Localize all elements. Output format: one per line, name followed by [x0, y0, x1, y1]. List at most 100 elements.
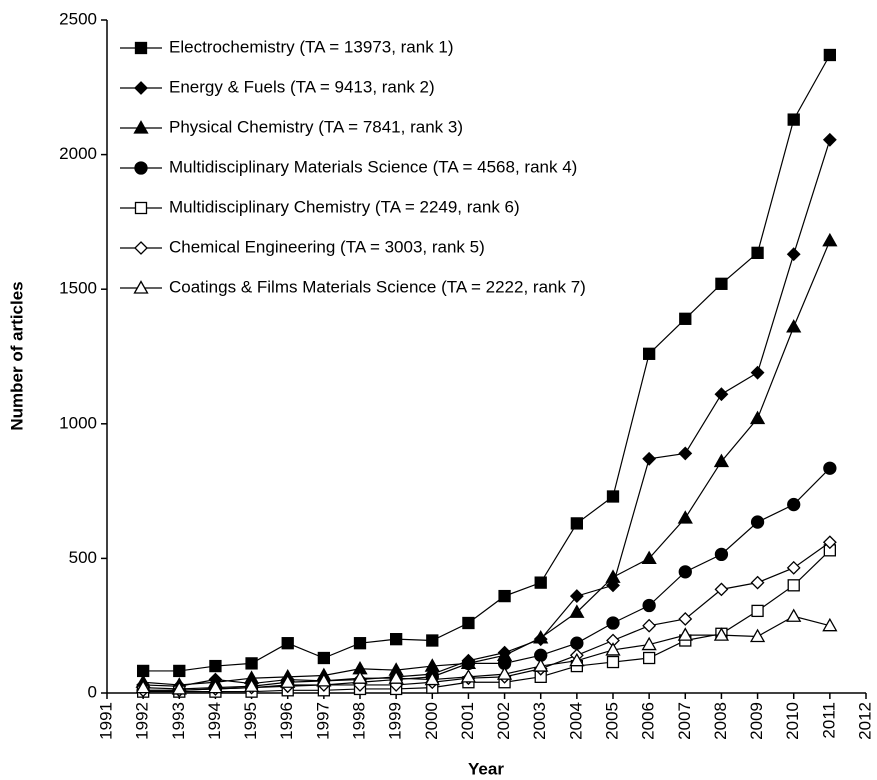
x-tick-label: 2011 — [819, 702, 838, 739]
data-point — [533, 629, 549, 644]
x-tick-label: 2004 — [566, 702, 585, 740]
data-point — [569, 589, 584, 604]
data-point — [173, 664, 186, 678]
data-point — [569, 604, 585, 618]
data-point — [679, 312, 692, 325]
data-point — [533, 658, 549, 672]
data-point — [787, 497, 801, 512]
data-point — [749, 628, 766, 643]
x-tick-label: 2002 — [494, 702, 513, 740]
data-point — [822, 617, 838, 632]
x-tick-label: 1994 — [205, 702, 224, 740]
data-point — [462, 616, 475, 630]
data-point — [606, 616, 620, 630]
data-point — [751, 246, 764, 260]
legend-label: Energy & Fuels (TA = 9413, rank 2) — [169, 77, 435, 96]
data-point — [498, 589, 511, 603]
x-tick-label: 2010 — [783, 702, 802, 740]
data-point — [751, 604, 764, 618]
data-point — [678, 612, 693, 626]
y-tick-label: 2000 — [59, 144, 97, 163]
x-axis-title: Year — [468, 759, 504, 778]
data-point — [641, 550, 657, 565]
data-point — [678, 446, 693, 461]
legend-marker — [133, 280, 149, 294]
data-point — [750, 575, 765, 590]
x-tick-label: 2005 — [602, 702, 621, 740]
data-point — [678, 565, 692, 579]
data-point — [642, 651, 656, 665]
data-point — [352, 670, 368, 684]
series-line — [143, 139, 831, 687]
x-tick-label: 1996 — [277, 702, 296, 740]
legend-marker — [134, 81, 148, 95]
data-point — [460, 669, 477, 683]
data-point — [677, 510, 693, 524]
x-tick-label: 2012 — [855, 702, 874, 740]
data-point — [822, 535, 837, 550]
data-point — [461, 656, 476, 671]
x-tick-label: 1998 — [349, 702, 368, 740]
data-point — [570, 636, 584, 650]
y-tick-label: 0 — [88, 682, 97, 701]
data-point — [750, 365, 765, 380]
legend-marker — [134, 161, 148, 175]
series-line — [143, 549, 831, 693]
data-point — [714, 547, 729, 562]
data-point — [750, 515, 765, 529]
x-tick-label: 2001 — [458, 702, 477, 740]
data-point — [822, 232, 838, 247]
data-point — [822, 132, 837, 147]
data-point — [209, 659, 222, 673]
data-point — [389, 633, 403, 646]
data-point — [641, 636, 657, 651]
legend-label: Multidisciplinary Chemistry (TA = 2249, … — [169, 197, 520, 216]
data-point — [243, 678, 260, 692]
data-point — [569, 652, 585, 667]
data-point — [787, 113, 800, 126]
data-point — [245, 657, 258, 670]
series-line — [143, 54, 831, 672]
y-tick-label: 2500 — [59, 9, 97, 28]
data-point — [424, 671, 440, 686]
x-tick-label: 1991 — [96, 702, 115, 740]
legend-marker — [133, 120, 149, 134]
data-point — [714, 387, 729, 402]
series-line — [143, 240, 831, 686]
data-point — [714, 582, 729, 597]
x-tick-label: 2009 — [747, 702, 766, 740]
x-tick-label: 2008 — [711, 702, 730, 740]
y-tick-label: 500 — [69, 548, 97, 567]
data-point — [606, 655, 620, 669]
data-point — [642, 598, 656, 613]
x-tick-label: 1995 — [241, 702, 260, 740]
data-point — [496, 666, 513, 680]
series-line — [143, 615, 831, 690]
data-point — [171, 681, 187, 695]
data-point — [715, 277, 728, 290]
data-point — [642, 618, 657, 633]
data-point — [280, 674, 296, 688]
x-tick-label: 2007 — [675, 702, 694, 740]
data-point — [823, 461, 837, 475]
data-point — [823, 48, 837, 62]
data-point — [677, 627, 693, 641]
data-point — [749, 410, 766, 425]
data-point — [317, 651, 331, 665]
data-point — [642, 451, 657, 466]
data-point — [207, 679, 224, 694]
data-point — [642, 347, 656, 360]
data-point — [787, 579, 800, 592]
legend-label: Multidisciplinary Materials Science (TA … — [169, 157, 577, 176]
data-point — [605, 569, 621, 583]
legend-label: Electrochemistry (TA = 13973, rank 1) — [169, 37, 454, 56]
legend-marker — [134, 241, 148, 255]
legend-label: Coatings & Films Materials Science (TA =… — [169, 277, 586, 296]
data-point — [786, 319, 802, 333]
x-tick-label: 2000 — [422, 702, 441, 740]
data-point — [135, 679, 151, 694]
x-tick-label: 1997 — [313, 702, 332, 740]
y-tick-label: 1000 — [59, 413, 97, 432]
y-axis-title: Number of articles — [7, 281, 26, 430]
